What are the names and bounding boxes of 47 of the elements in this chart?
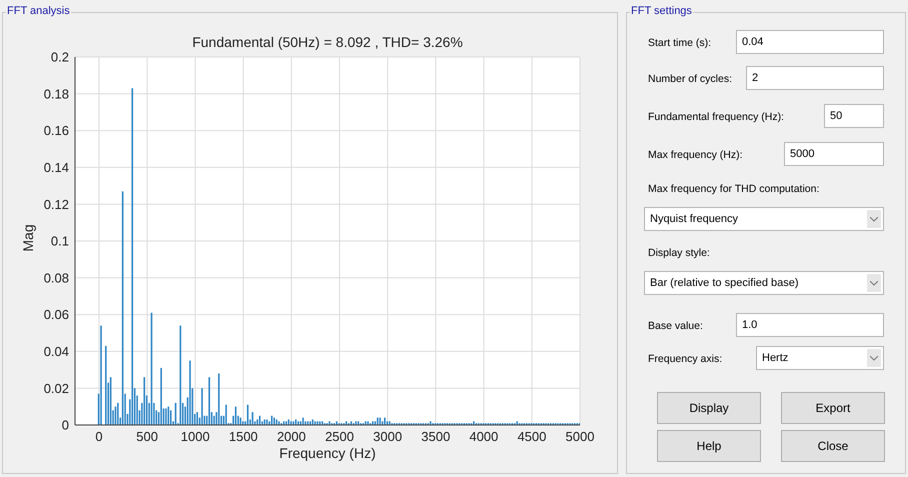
text: Display — [657, 392, 761, 424]
text: Export — [781, 392, 885, 424]
text: Display style: — [648, 247, 710, 259]
y-tick-label: 0 — [62, 418, 69, 433]
y-tick-label: 0.16 — [44, 123, 69, 138]
text: Max frequency (Hz): — [648, 149, 743, 161]
text: 1.0 — [736, 313, 884, 337]
y-tick-label: 0.12 — [44, 196, 69, 212]
x-tick-label: 0 — [95, 429, 103, 444]
chart-title: Fundamental (50Hz) = 8.092 , THD= 3.26% — [191, 34, 464, 50]
x-tick-label: 2500 — [325, 429, 354, 444]
y-tick-label: 0.1 — [50, 234, 69, 249]
y-tick-label: 0.02 — [44, 380, 69, 396]
x-tick-label: 5000 — [566, 429, 594, 444]
text: Nyquist frequency — [644, 207, 884, 231]
y-tick-label: 0.08 — [44, 270, 69, 286]
text: 0.04 — [736, 30, 884, 54]
text: Bar (relative to specified base) — [644, 271, 884, 295]
text: Max frequency for THD computation: — [648, 183, 820, 195]
x-tick-label: 1000 — [180, 429, 210, 444]
text: Frequency axis: — [648, 353, 722, 365]
x-tick-label: 1500 — [228, 429, 258, 444]
text: Base value: — [648, 320, 703, 332]
x-tick-label: 500 — [136, 429, 158, 444]
x-tick-label: 3000 — [373, 429, 402, 444]
x-axis-title: Frequency (Hz) — [278, 445, 377, 461]
text: 5000 — [784, 142, 884, 166]
x-tick-label: 4000 — [469, 429, 498, 444]
text: Hertz — [756, 346, 884, 370]
y-axis-title: Mag — [20, 223, 36, 254]
text: Fundamental frequency (Hz): — [648, 111, 784, 123]
text: FFT analysis — [6, 5, 71, 17]
y-tick-label: 0.14 — [44, 160, 69, 176]
text: 50 — [824, 104, 884, 128]
text: Number of cycles: — [648, 73, 732, 85]
text: 2 — [746, 66, 884, 90]
x-tick-label: 2000 — [276, 429, 306, 444]
x-tick-label: 3500 — [421, 429, 450, 444]
y-tick-label: 0.18 — [44, 86, 69, 102]
text: FFT settings — [630, 5, 693, 17]
x-tick-label: 4500 — [517, 429, 546, 444]
y-tick-label: 0.2 — [50, 50, 69, 65]
y-tick-label: 0.06 — [44, 307, 69, 322]
text: Close — [781, 430, 885, 462]
text: Start time (s): — [648, 37, 712, 49]
text: Help — [657, 430, 761, 462]
y-tick-label: 0.04 — [44, 344, 69, 360]
